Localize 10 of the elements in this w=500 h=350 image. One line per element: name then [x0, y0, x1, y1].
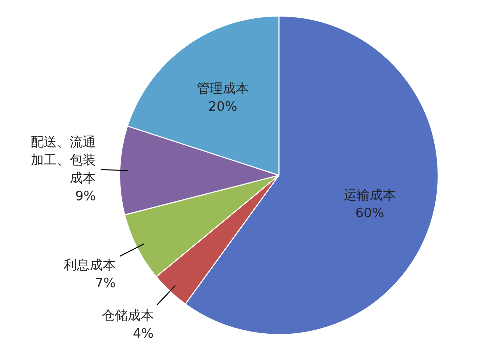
slice-label: 仓储成本 [102, 308, 154, 324]
data-label: 9% [76, 189, 96, 204]
data-label: 7% [95, 276, 116, 292]
slice-label: 运输成本 [344, 188, 396, 204]
data-label: 20% [208, 100, 238, 115]
slice-label: 管理成本 [197, 82, 250, 97]
slice-label: 利息成本 [64, 258, 116, 274]
data-label: 4% [133, 326, 154, 342]
slice-label: 配送、流通加工、包装成本 [31, 134, 96, 186]
data-label: 60% [356, 206, 384, 222]
